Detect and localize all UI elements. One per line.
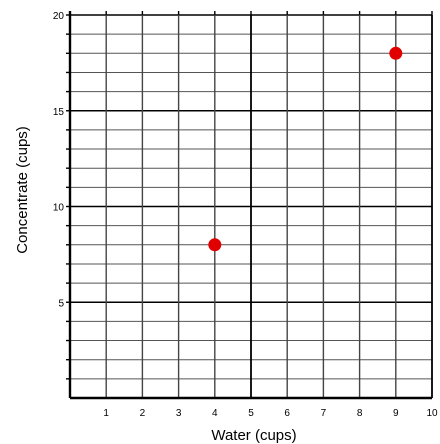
y-tick-label: 5 [58,298,64,309]
x-tick-label: 5 [248,408,254,419]
x-axis-label: Water (cups) [211,427,296,444]
x-tick-label: 1 [103,408,109,419]
grid [66,11,433,400]
y-tick-label: 10 [53,203,65,214]
data-points [208,46,403,252]
x-tick-label: 7 [321,408,327,419]
x-tick-label: 6 [284,408,290,419]
data-point [389,46,403,60]
x-tick-label: 3 [176,408,182,419]
x-tick-label: 10 [426,408,438,419]
y-tick-label: 20 [53,11,65,22]
x-tick-label: 8 [357,408,363,419]
y-axis-label: Concentrate (cups) [14,126,31,254]
y-tick-label: 15 [53,107,65,118]
data-point [208,238,222,252]
x-tick-label: 9 [393,408,399,419]
x-tick-label: 2 [140,408,146,419]
tick-labels: 1 2 3 4 5 6 7 8 9 10 5 10 15 20 [53,11,438,419]
x-tick-label: 4 [212,408,218,419]
